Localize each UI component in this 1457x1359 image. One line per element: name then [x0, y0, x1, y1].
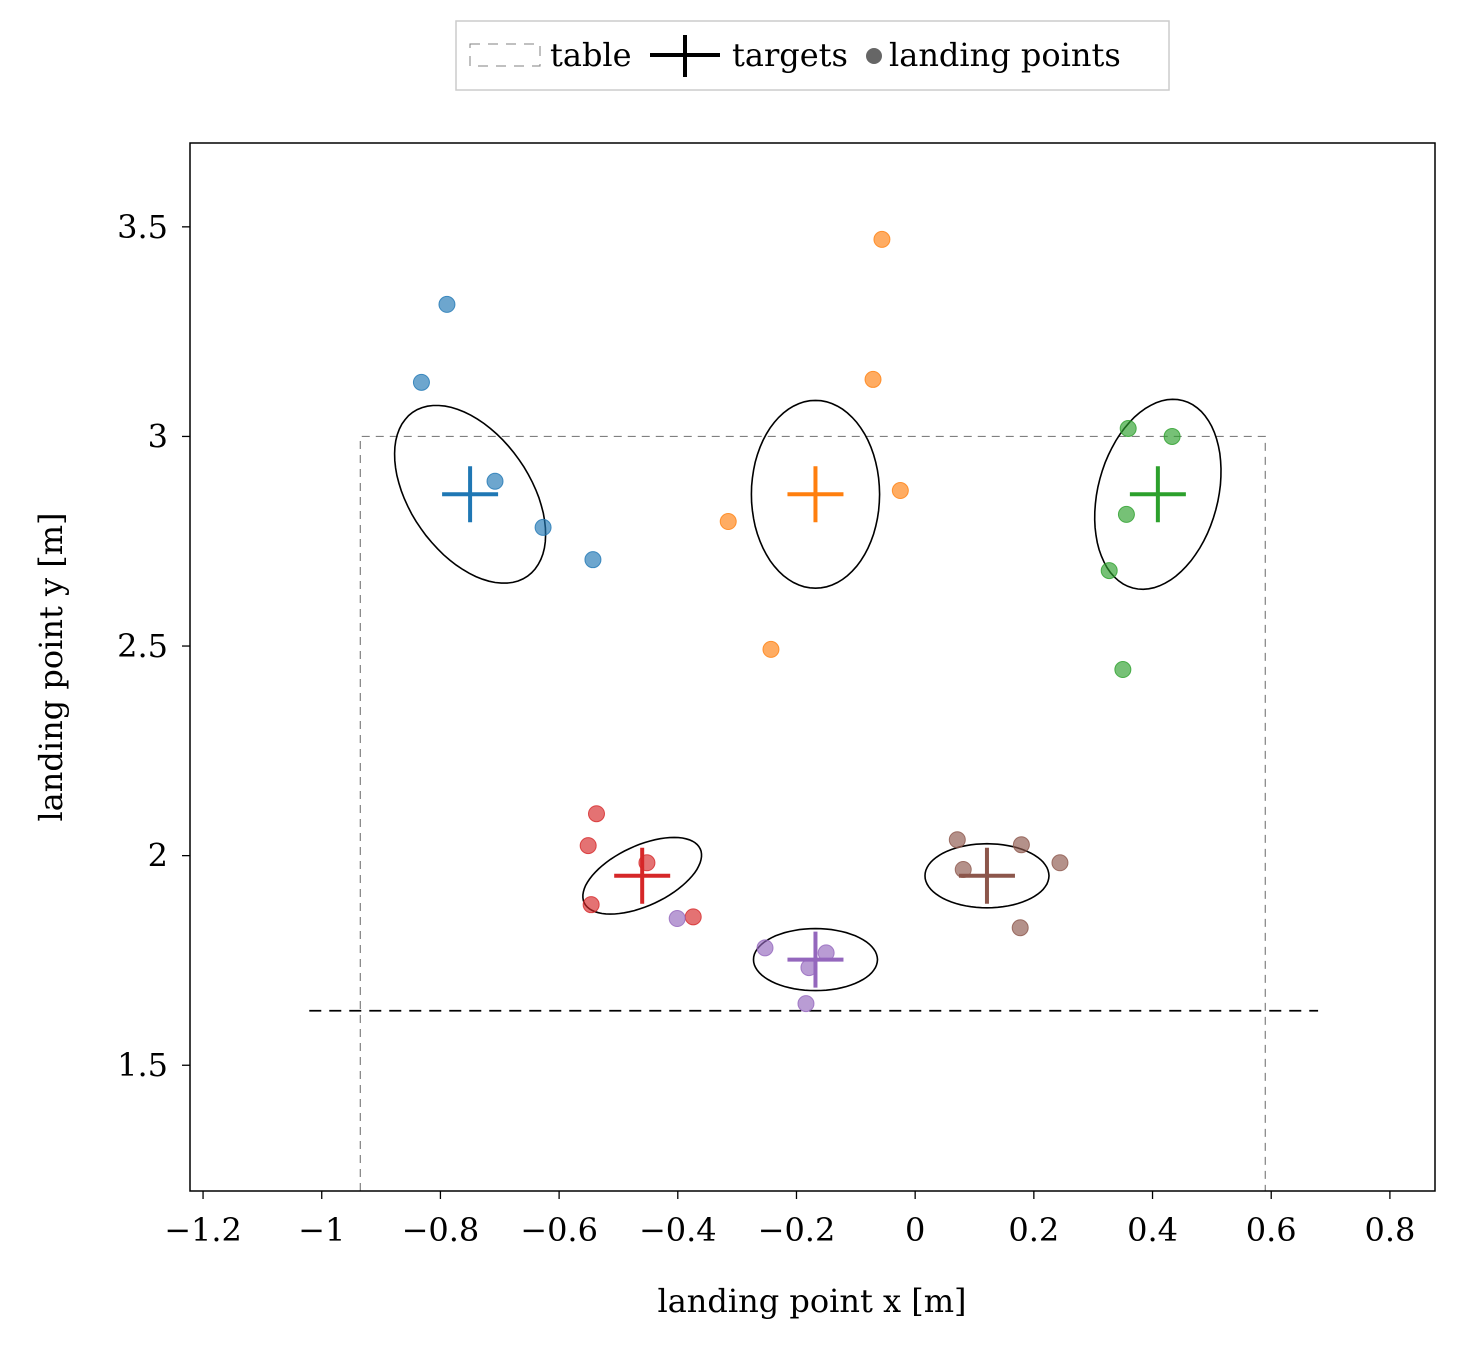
landing-point [762, 640, 780, 658]
x-tick-label: 0.6 [1246, 1211, 1297, 1249]
landing-point [948, 831, 966, 849]
confidence-ellipse [752, 927, 879, 992]
landing-point [587, 805, 605, 823]
landing-point [582, 896, 600, 914]
landing-point [1114, 661, 1132, 679]
y-axis-label: landing point y [m] [32, 512, 70, 821]
landing-point [1119, 419, 1137, 437]
landing-point [584, 551, 602, 569]
x-tick-label: 0.2 [1008, 1211, 1059, 1249]
landing-point [579, 837, 597, 855]
landing-point [486, 472, 504, 490]
table-outline [359, 435, 1266, 1191]
landing-point [1100, 562, 1118, 580]
legend-targets-swatch [650, 35, 720, 77]
legend: table targets landing points [455, 20, 1170, 91]
landing-point [797, 995, 815, 1013]
x-tick-label: 0 [905, 1211, 925, 1249]
landing-point [891, 482, 909, 500]
target-marker [787, 931, 844, 988]
plot-frame [189, 142, 1436, 1192]
landing-point [534, 518, 552, 536]
x-tick-label: −0.8 [402, 1211, 480, 1249]
confidence-ellipse [1093, 398, 1222, 591]
landing-point [438, 295, 456, 313]
y-tick-label: 3.5 [117, 208, 168, 246]
landing-point [1011, 919, 1029, 937]
landing-point [684, 908, 702, 926]
x-tick-label: 0.4 [1127, 1211, 1178, 1249]
y-tick-label: 1.5 [117, 1046, 168, 1084]
legend-table-label: table [550, 36, 632, 74]
target-marker [614, 847, 671, 904]
legend-landing-label: landing points [889, 36, 1121, 74]
landing-point [719, 513, 737, 531]
landing-point [1051, 854, 1069, 872]
x-tick-label: −1 [298, 1211, 345, 1249]
y-tick-label: 2.5 [117, 627, 168, 665]
x-tick-label: −0.4 [639, 1211, 717, 1249]
legend-table-swatch [469, 43, 541, 67]
landing-point [1117, 505, 1135, 523]
x-axis-label: landing point x [m] [657, 1282, 966, 1320]
x-tick-label: −0.2 [758, 1211, 836, 1249]
x-tick-label: −0.6 [520, 1211, 598, 1249]
landing-point [412, 373, 430, 391]
target-marker [1129, 466, 1186, 523]
landing-point [864, 370, 882, 388]
landing-point [1163, 427, 1181, 445]
target-marker [958, 847, 1015, 904]
x-tick-label: −1.2 [164, 1211, 242, 1249]
legend-frame [455, 20, 1170, 91]
legend-targets-label: targets [732, 36, 848, 74]
y-tick-label: 3 [148, 417, 168, 455]
confidence-ellipse [393, 404, 547, 584]
target-marker [442, 466, 499, 523]
x-tick-label: 0.8 [1364, 1211, 1415, 1249]
confidence-ellipse [750, 399, 881, 590]
landing-point [873, 230, 891, 248]
legend-landing-swatch [866, 48, 882, 64]
y-tick-label: 2 [148, 837, 168, 875]
landing-point [1012, 836, 1030, 854]
landing-point [668, 910, 686, 928]
target-marker [787, 466, 844, 523]
landing-point [756, 939, 774, 957]
